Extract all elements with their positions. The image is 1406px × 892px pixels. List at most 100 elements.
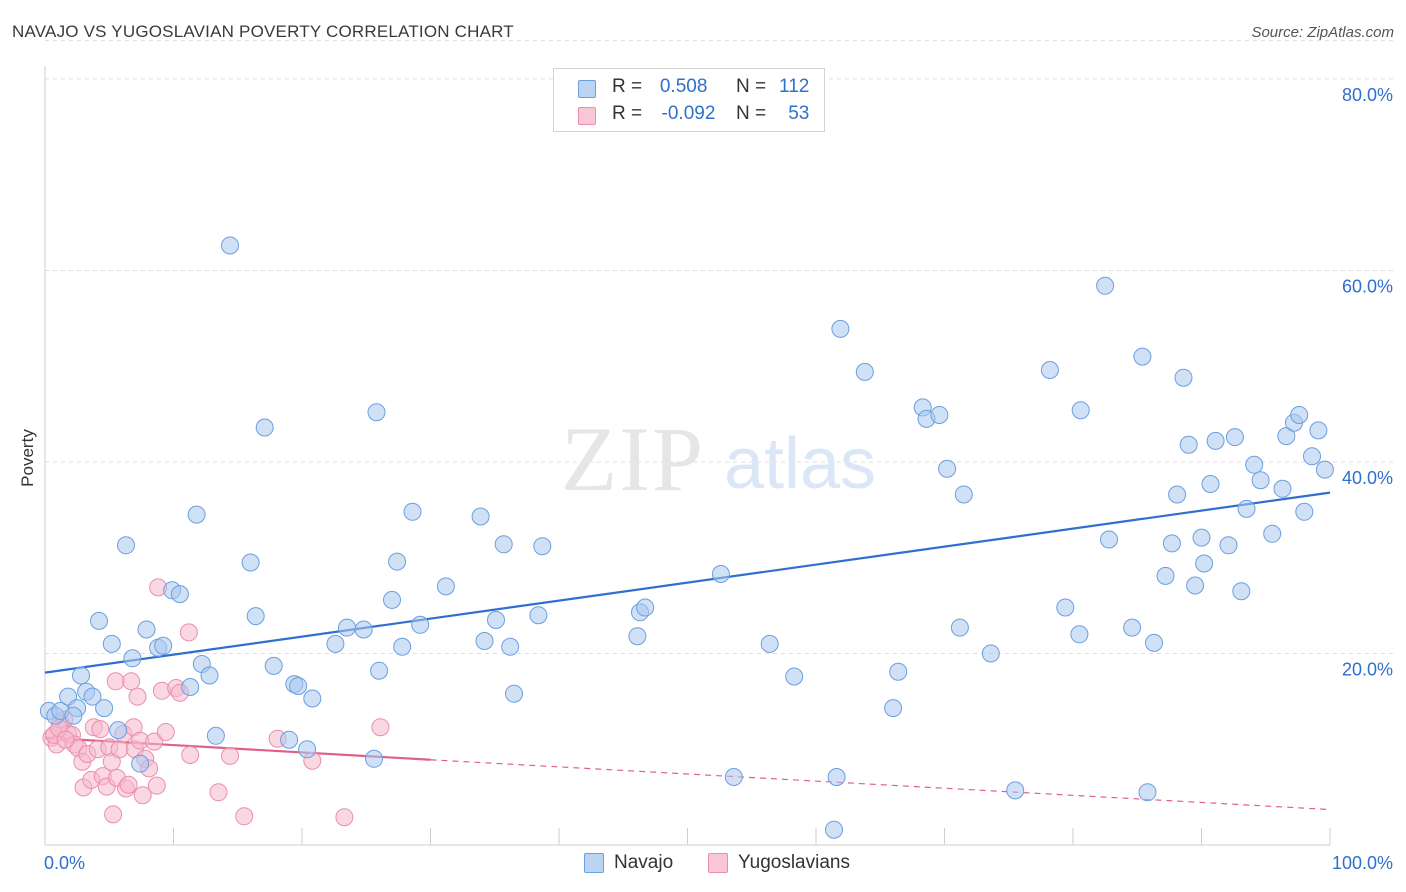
navajo-point — [246, 607, 265, 626]
navajo-point — [505, 684, 523, 703]
navajo-point — [383, 590, 401, 609]
navajo-point — [628, 627, 647, 646]
yugoslavian-swatch — [578, 107, 596, 125]
navajo-point — [889, 662, 908, 681]
navajo-point — [1138, 783, 1157, 802]
navajo-trend-line — [44, 491, 1331, 674]
navajo-point — [487, 611, 505, 629]
navajo-point — [930, 406, 949, 424]
navajo-point — [1290, 406, 1309, 424]
navajo-point — [1040, 361, 1059, 379]
yugoslavian-trend-extension — [430, 759, 1331, 811]
watermark-zip: ZIP — [561, 408, 705, 510]
yugoslavian-point — [147, 776, 166, 795]
navajo-point — [436, 577, 455, 596]
navajo-point — [1263, 524, 1282, 543]
yugoslavian-point — [235, 807, 254, 826]
yugoslavian-point — [371, 718, 390, 737]
navajo-point — [1156, 566, 1175, 585]
navajo-point — [83, 687, 102, 706]
navajo-points — [39, 236, 1334, 839]
navajo-point — [187, 505, 206, 524]
yugoslavian-point — [91, 720, 110, 739]
navajo-point — [938, 459, 957, 478]
navajo-point — [1179, 435, 1198, 454]
y-tick-label: 40.0% — [1342, 468, 1393, 488]
yugoslavian-legend-label: Yugoslavians — [738, 852, 850, 873]
navajo-point — [636, 598, 655, 617]
navajo-point — [1195, 554, 1214, 573]
navajo-point — [1145, 633, 1163, 652]
y-axis-label: Poverty — [18, 429, 37, 487]
navajo-point — [90, 611, 108, 630]
navajo-point — [471, 507, 490, 526]
navajo-point — [64, 706, 83, 725]
yugoslavian-legend-swatch — [708, 853, 728, 873]
navajo-point — [1315, 460, 1334, 479]
stats-legend: R = 0.508 N = 112 R = -0.092 N = 53 — [553, 68, 825, 132]
navajo-point — [326, 634, 345, 653]
navajo-point — [1237, 499, 1256, 518]
navajo-point — [724, 768, 743, 786]
yugoslavian-point — [133, 786, 152, 805]
yugoslavian-point — [221, 746, 239, 765]
navajo-point — [95, 699, 114, 718]
y-tick-label: 20.0% — [1342, 659, 1393, 679]
navajo-point — [1201, 475, 1220, 493]
yugoslavian-point — [119, 775, 138, 794]
navajo-point — [117, 536, 135, 555]
navajo-point — [494, 535, 513, 554]
navajo-point — [1100, 530, 1118, 549]
navajo-point — [1303, 447, 1321, 466]
navajo-point — [403, 502, 422, 521]
r-label: R = — [612, 103, 643, 124]
navajo-point — [1162, 534, 1181, 553]
yugoslavian-point — [335, 808, 354, 827]
navajo-point — [1056, 598, 1075, 617]
navajo-point — [1070, 625, 1089, 644]
x-tick-label: 0.0% — [44, 853, 85, 873]
navajo-point — [831, 319, 850, 338]
navajo-point — [393, 637, 412, 656]
navajo-point — [154, 636, 173, 655]
yugoslavian-point — [56, 730, 75, 749]
navajo-point — [884, 699, 903, 718]
navajo-point — [1174, 368, 1193, 387]
navajo-point — [303, 689, 322, 708]
navajo-point — [529, 606, 548, 625]
n-label: N = — [735, 103, 767, 124]
navajo-point — [1219, 536, 1238, 555]
navajo-point — [760, 634, 779, 653]
navajo-point — [1168, 485, 1187, 504]
yugoslavian-point — [145, 732, 164, 751]
navajo-point — [1309, 421, 1328, 440]
navajo-point — [264, 656, 283, 675]
navajo-point — [1232, 582, 1251, 601]
r-value: 0.508 — [659, 76, 708, 97]
navajo-point — [289, 677, 308, 695]
navajo-point — [1225, 428, 1244, 447]
yugoslavian-point — [209, 783, 228, 802]
navajo-point — [827, 768, 846, 786]
gridlines — [45, 40, 1393, 654]
yugoslavian-point — [179, 623, 198, 642]
navajo-point — [1186, 576, 1205, 595]
yugoslavian-point — [128, 687, 147, 706]
yugoslavian-points — [42, 578, 390, 827]
navajo-point — [72, 666, 90, 685]
navajo-point — [206, 726, 225, 745]
navajo-legend-label: Navajo — [614, 852, 674, 873]
navajo-point — [137, 620, 156, 639]
navajo-point — [1295, 502, 1314, 521]
navajo-point — [501, 637, 520, 656]
navajo-point — [221, 236, 239, 255]
navajo-point — [533, 537, 552, 556]
navajo-point — [241, 553, 260, 572]
navajo-point — [825, 820, 843, 839]
navajo-point — [711, 565, 730, 583]
navajo-point — [1123, 618, 1142, 637]
source-credit: Source: ZipAtlas.com — [1251, 24, 1394, 41]
navajo-point — [367, 403, 386, 422]
navajo-legend-swatch — [584, 853, 604, 873]
